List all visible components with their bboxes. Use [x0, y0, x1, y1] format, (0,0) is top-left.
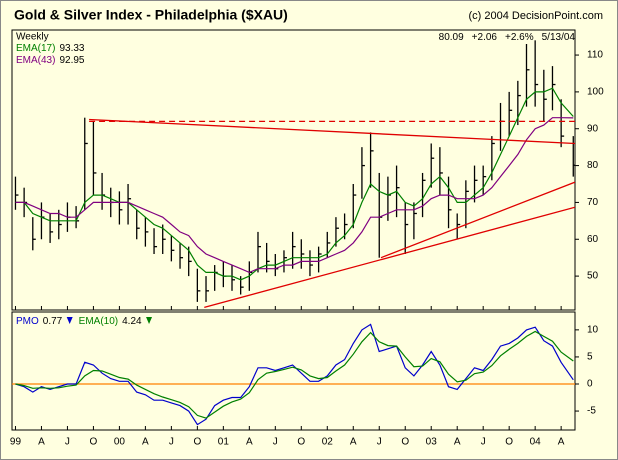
quote-item: 5/13/04	[542, 32, 576, 43]
legend-name: EMA(10)	[79, 316, 118, 327]
plot	[12, 40, 575, 426]
quote-item: +2.06	[472, 32, 498, 43]
legend-name: PMO	[16, 316, 39, 327]
x-tick-label: A	[38, 437, 45, 448]
x-tick-label: A	[246, 437, 253, 448]
legend-name: EMA(43)	[16, 55, 55, 66]
copyright: (c) 2004 DecisionPoint.com	[468, 10, 603, 22]
chart-title: Gold & Silver Index - Philadelphia ($XAU…	[14, 7, 288, 23]
y-tick-label: 100	[587, 87, 604, 98]
y-tick-label: 80	[587, 160, 599, 171]
y-tick-label: 0	[587, 379, 593, 390]
legend-entry: EMA(43) 92.95	[16, 55, 85, 66]
x-tick-label: J	[65, 437, 70, 448]
trendline	[89, 118, 575, 145]
x-tick-label: O	[193, 437, 201, 448]
x-tick-label: 00	[114, 437, 126, 448]
x-tick-label: J	[377, 437, 382, 448]
y-tick-label: -5	[587, 406, 596, 417]
x-tick-label: O	[505, 437, 513, 448]
legend-value: 92.95	[59, 55, 84, 66]
legend-entry: EMA(17) 93.33	[16, 43, 85, 54]
series-line	[15, 87, 574, 281]
x-tick-label: A	[350, 437, 357, 448]
y-tick-label: 5	[587, 352, 593, 363]
series-line	[15, 330, 574, 419]
down-arrow	[66, 317, 73, 324]
x-tick-label: 02	[322, 437, 334, 448]
price-panel	[11, 29, 576, 311]
x-tick-label: 01	[218, 437, 230, 448]
x-tick-label: O	[401, 437, 409, 448]
x-tick-label: 04	[530, 437, 542, 448]
legend-entry: PMO 0.77	[16, 316, 63, 327]
x-tick-label: J	[169, 437, 174, 448]
x-tick-label: 03	[426, 437, 438, 448]
legend-entry: EMA(10) 4.24	[79, 316, 142, 327]
x-tick-label: O	[297, 437, 305, 448]
x-tick-label: O	[90, 437, 98, 448]
x-tick-label: A	[558, 437, 565, 448]
legend-value: 93.33	[59, 43, 84, 54]
down-arrow	[146, 317, 153, 324]
legend-name: EMA(17)	[16, 43, 55, 54]
y-tick-label: 10	[587, 325, 599, 336]
period: Weekly	[16, 32, 49, 43]
x-tick-label: A	[454, 437, 461, 448]
x-tick-label: 99	[10, 437, 22, 448]
x-tick-label: J	[273, 437, 278, 448]
legend-value: 4.24	[122, 316, 142, 327]
x-tick-label: A	[142, 437, 149, 448]
quote-last: 80.09	[439, 32, 464, 43]
pmo-panel	[11, 311, 576, 431]
trendline	[204, 206, 575, 309]
y-tick-label: 60	[587, 234, 599, 245]
legend-value: 0.77	[43, 316, 63, 327]
quote: 80.09 +2.06 +2.6% 5/13/04	[439, 32, 576, 43]
y-tick-label: 70	[587, 197, 599, 208]
series-line	[15, 117, 574, 274]
series-line	[15, 323, 574, 426]
x-tick-label: J	[481, 437, 486, 448]
y-tick-label: 50	[587, 271, 599, 282]
trendline	[380, 181, 575, 259]
quote-item: +2.6%	[505, 32, 534, 43]
y-tick-label: 110	[587, 50, 603, 61]
y-tick-label: 90	[587, 123, 599, 134]
